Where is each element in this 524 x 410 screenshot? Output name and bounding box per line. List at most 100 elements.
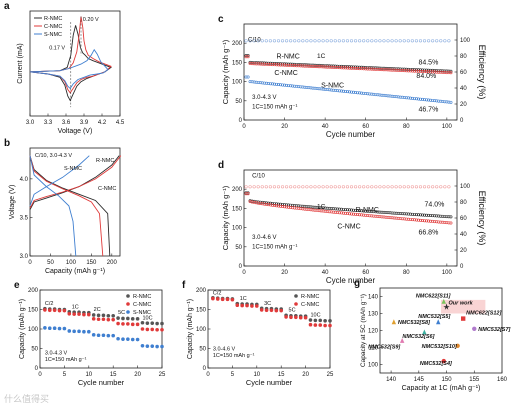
series-c-s-nmc-point bbox=[319, 87, 323, 91]
series-e-s-nmc-point bbox=[135, 337, 140, 342]
series-c-s-nmc-point bbox=[244, 75, 248, 79]
ylabel-f: Capacity (mAh g⁻¹) bbox=[187, 299, 194, 359]
series-e-s-nmc-point bbox=[57, 326, 62, 331]
series-e-s-nmc-point bbox=[111, 333, 115, 338]
panel-g-ytick-label: 120 bbox=[368, 329, 379, 335]
panel-c-y2tick-label: 80 bbox=[460, 54, 467, 60]
panel-g-ytick-label: 110 bbox=[368, 346, 378, 352]
series-d-c-nmc-point bbox=[331, 210, 335, 214]
panel-e-ytick-label: 100 bbox=[28, 327, 39, 333]
series-c-c-nmc-point bbox=[309, 64, 313, 68]
series-d-c-nmc-point bbox=[293, 206, 297, 210]
series-c-efficiency-point bbox=[256, 39, 260, 43]
series-d-c-nmc-point bbox=[345, 212, 349, 216]
series-e-c-nmc-point bbox=[82, 312, 86, 317]
series-c-c-nmc-point bbox=[431, 70, 435, 74]
series-c-c-nmc-point bbox=[331, 65, 335, 69]
series-e-s-nmc-point bbox=[155, 344, 159, 349]
series-c-r-nmc-point bbox=[358, 65, 362, 69]
series-c-c-nmc-point bbox=[423, 70, 427, 74]
series-c-c-nmc-point bbox=[352, 66, 356, 70]
series-c-s-nmc-point bbox=[418, 97, 422, 101]
series-c-s-nmc-point bbox=[341, 89, 345, 93]
series-c-s-nmc-point bbox=[445, 100, 449, 104]
series-e-s-nmc-point bbox=[116, 336, 120, 341]
series-c-efficiency-point bbox=[325, 39, 329, 43]
series-d-c-nmc-point bbox=[262, 202, 266, 206]
annotation-d-1: 1C bbox=[317, 203, 326, 210]
series-d-r-nmc-point bbox=[281, 202, 285, 206]
series-c-s-nmc-point bbox=[447, 100, 451, 104]
highlight-our-work bbox=[441, 299, 486, 314]
series-c-s-nmc-point bbox=[439, 99, 443, 103]
panel-f-panel-letter: f bbox=[182, 280, 186, 291]
series-c-c-nmc-point bbox=[270, 63, 274, 67]
series-e-c-nmc-point bbox=[91, 317, 96, 321]
panel-c-panel-letter: c bbox=[218, 14, 224, 25]
series-e-r-nmc-point bbox=[135, 317, 140, 321]
series-e-r-nmc-point bbox=[116, 316, 120, 320]
annotation-a-1: 0.17 V bbox=[49, 46, 65, 52]
series-c-r-nmc-point bbox=[445, 69, 449, 73]
series-d-c-nmc-point bbox=[264, 202, 268, 206]
series-c-s-nmc-point bbox=[260, 81, 264, 85]
series-c-s-nmc-point bbox=[256, 80, 260, 84]
series-e-c-nmc-point bbox=[155, 327, 159, 332]
series-d-c-nmc-point bbox=[421, 219, 425, 223]
series-d-r-nmc-point bbox=[335, 207, 339, 211]
point-g-7 bbox=[399, 338, 405, 343]
panel-c-xtick-label: 60 bbox=[362, 124, 369, 130]
series-c-r-nmc-point bbox=[439, 69, 443, 73]
series-c-s-nmc-point bbox=[358, 91, 362, 95]
series-d-c-nmc-point bbox=[384, 215, 388, 219]
series-a-c-nmc bbox=[29, 16, 112, 94]
series-c-r-nmc-point bbox=[382, 66, 386, 70]
series-d-r-nmc-point bbox=[390, 211, 394, 215]
series-c-s-nmc-point bbox=[248, 80, 252, 84]
annotation-e-5: 3.0-4.3 V bbox=[45, 350, 68, 356]
series-c-c-nmc-point bbox=[402, 69, 406, 73]
series-e-s-nmc-point bbox=[52, 326, 57, 331]
series-d-c-nmc-point bbox=[341, 211, 345, 215]
series-d-r-nmc-point bbox=[431, 214, 435, 218]
series-c-s-nmc-point bbox=[274, 82, 278, 86]
series-d-r-nmc-point bbox=[305, 205, 309, 209]
series-c-efficiency-point bbox=[333, 39, 337, 43]
series-c-r-nmc-point bbox=[366, 66, 370, 70]
series-b-discharge-s-nmc bbox=[29, 155, 77, 257]
series-c-efficiency-point bbox=[366, 39, 370, 43]
point-label-g: NMC532[S5] bbox=[418, 314, 450, 320]
series-c-c-nmc-point bbox=[356, 66, 360, 70]
series-c-r-nmc-point bbox=[423, 68, 427, 72]
series-d-r-nmc-point bbox=[402, 212, 406, 216]
series-d-c-nmc-point bbox=[429, 219, 433, 223]
point-g-3 bbox=[436, 319, 441, 325]
series-c-c-nmc-point bbox=[276, 63, 280, 67]
series-c-s-nmc-point bbox=[352, 90, 356, 94]
series-d-c-nmc-point bbox=[441, 220, 445, 224]
panel-a-xtick-label: 4.2 bbox=[98, 120, 107, 126]
panel-c-ytick-label: 200 bbox=[232, 41, 243, 47]
series-d-c-nmc-point bbox=[268, 203, 272, 207]
series-c-r-nmc-point bbox=[398, 67, 402, 71]
series-d-efficiency-point bbox=[418, 185, 423, 189]
point-label-g: NMC532[S4] bbox=[420, 361, 452, 367]
series-d-c-nmc-point bbox=[408, 217, 412, 221]
series-c-s-nmc-point bbox=[427, 98, 431, 102]
panel-d-xtick-label: 100 bbox=[442, 270, 453, 276]
series-d-efficiency-point bbox=[325, 185, 329, 189]
series-d-c-nmc-point bbox=[435, 220, 439, 224]
panel-e-xtick-label: 20 bbox=[134, 372, 141, 378]
series-e-s-nmc-point bbox=[82, 329, 86, 334]
series-e-s-nmc-point bbox=[91, 333, 96, 337]
series-d-r-nmc-point bbox=[439, 214, 443, 218]
xlabel-b: Capacity (mAh g⁻¹) bbox=[45, 268, 105, 275]
series-d-c-nmc-point bbox=[352, 212, 356, 216]
series-e-c-nmc-point bbox=[72, 312, 76, 316]
series-d-r-nmc-point bbox=[412, 212, 416, 216]
series-c-s-nmc-point bbox=[311, 86, 315, 90]
series-d-c-nmc-point bbox=[398, 217, 402, 221]
panel-g-panel-letter: g bbox=[354, 278, 360, 289]
series-d-r-nmc-point bbox=[386, 211, 390, 215]
series-c-s-nmc-point bbox=[425, 98, 429, 102]
